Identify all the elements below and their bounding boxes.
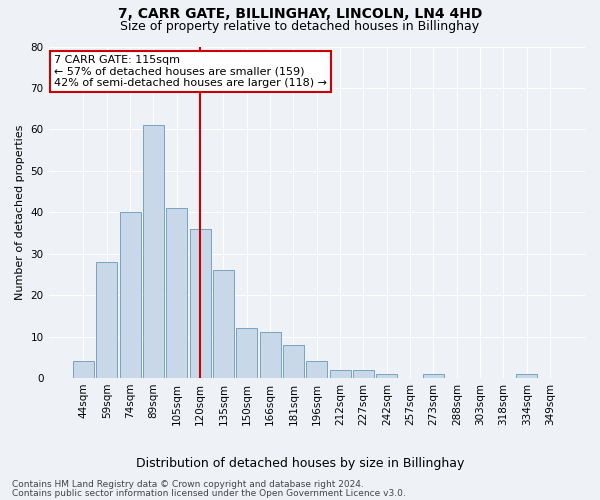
Bar <box>73 362 94 378</box>
Bar <box>166 208 187 378</box>
Text: Distribution of detached houses by size in Billinghay: Distribution of detached houses by size … <box>136 458 464 470</box>
Bar <box>283 345 304 378</box>
Bar <box>423 374 444 378</box>
Bar <box>119 212 140 378</box>
Bar <box>190 229 211 378</box>
Bar <box>96 262 117 378</box>
Bar <box>236 328 257 378</box>
Bar <box>353 370 374 378</box>
Text: Contains HM Land Registry data © Crown copyright and database right 2024.: Contains HM Land Registry data © Crown c… <box>12 480 364 489</box>
Text: Contains public sector information licensed under the Open Government Licence v3: Contains public sector information licen… <box>12 489 406 498</box>
Y-axis label: Number of detached properties: Number of detached properties <box>15 124 25 300</box>
Bar <box>143 125 164 378</box>
Bar <box>516 374 537 378</box>
Text: 7, CARR GATE, BILLINGHAY, LINCOLN, LN4 4HD: 7, CARR GATE, BILLINGHAY, LINCOLN, LN4 4… <box>118 8 482 22</box>
Bar <box>329 370 350 378</box>
Bar <box>306 362 327 378</box>
Bar <box>260 332 281 378</box>
Bar <box>376 374 397 378</box>
Bar <box>213 270 234 378</box>
Text: 7 CARR GATE: 115sqm
← 57% of detached houses are smaller (159)
42% of semi-detac: 7 CARR GATE: 115sqm ← 57% of detached ho… <box>54 55 327 88</box>
Text: Size of property relative to detached houses in Billinghay: Size of property relative to detached ho… <box>121 20 479 33</box>
